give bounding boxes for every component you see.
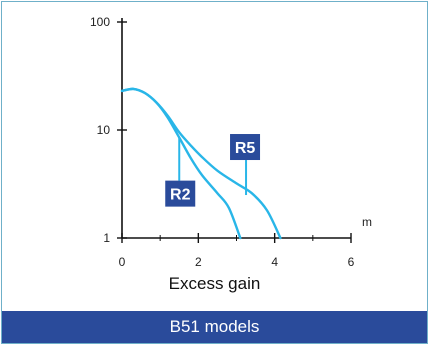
- series-tag-box: [165, 180, 196, 207]
- series-tags: R2 R5: [165, 134, 261, 207]
- series-tag-box: [230, 134, 261, 161]
- x-tick-label: 0: [119, 255, 126, 269]
- footer-banner: B51 models: [2, 311, 427, 343]
- y-tick-label: 100: [90, 15, 110, 29]
- x-tick-label: 2: [195, 255, 202, 269]
- curves: [120, 87, 282, 240]
- x-unit-label: m: [362, 215, 372, 229]
- excess-gain-chart: 0 2 4 6 1 10 100 m R2 R5: [90, 15, 372, 269]
- x-tick-label: 6: [348, 255, 355, 269]
- y-tick-label: 10: [97, 123, 111, 137]
- x-axis-caption: Excess gain: [168, 274, 261, 293]
- series-line-r2: [120, 87, 242, 240]
- y-tick-label: 1: [103, 231, 110, 245]
- x-tick-label: 4: [271, 255, 278, 269]
- series-tag-label: R2: [170, 187, 191, 204]
- axes: 0 2 4 6 1 10 100 m: [90, 15, 372, 269]
- series-tag-label: R5: [235, 140, 256, 157]
- series-line-r5: [120, 87, 282, 240]
